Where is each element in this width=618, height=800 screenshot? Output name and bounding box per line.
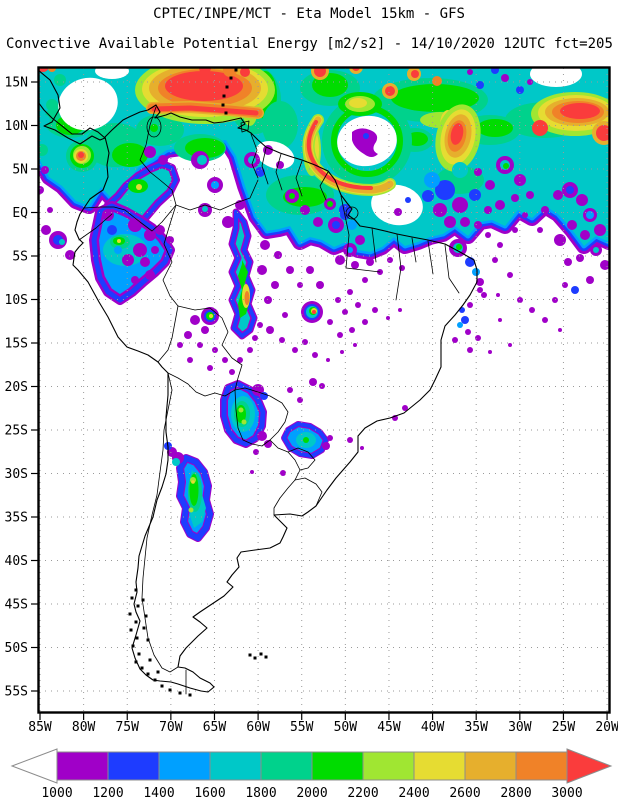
colorbar-labels: 1000 1200 1400 1600 1800 2000 2200 2400 2600 2800…: [41, 786, 582, 800]
paraguay-system: [224, 384, 263, 444]
colorbar-cell-2400-2600: [413, 751, 466, 781]
venezuela-coast-warm-core: [135, 68, 275, 124]
lat-label-35S: 35S: [5, 511, 28, 526]
lon-label-50W: 50W: [334, 720, 358, 735]
islands: [128, 68, 359, 697]
field-white-gaps: [58, 68, 582, 226]
lat-label-40S: 40S: [5, 554, 28, 569]
colorbar-cell-1400-1600: [158, 751, 211, 781]
latitude-axis: 15N 10N 5N EQ 5S 10S 15S 20S 25S 30S 35S 40S 45S 50S 5…: [5, 76, 38, 700]
lon-label-80W: 80W: [72, 720, 96, 735]
colorbar-value-2400: 2400: [398, 786, 429, 800]
lat-label-30S: 30S: [5, 467, 28, 482]
chart-title: CPTEC/INPE/MCT - Eta Model 15km - GFS: [153, 6, 465, 22]
south-america-coastline: [72, 104, 478, 693]
colorbar-cell-2800-3000: [515, 751, 568, 781]
se-brazil-system: [284, 424, 326, 456]
lon-label-25W: 25W: [552, 720, 576, 735]
country-borders: [78, 106, 329, 695]
map-frame: [37, 66, 611, 714]
longitude-axis: 85W 80W 75W 70W 65W 60W 55W 50W 45W 40W 35W 30W 25W 2…: [28, 713, 618, 735]
colorbar-cell-2600-2800: [464, 751, 517, 781]
central-america-coastline: [39, 70, 106, 145]
lat-label-10N: 10N: [5, 119, 28, 134]
colorbar-value-2200: 2200: [347, 786, 378, 800]
lon-label-30W: 30W: [508, 720, 532, 735]
lat-label-5N: 5N: [12, 163, 28, 178]
colorbar-value-1800: 1800: [245, 786, 276, 800]
lat-label-50S: 50S: [5, 641, 28, 656]
peru-west-brazil-cluster: [94, 206, 170, 300]
graticule: [39, 68, 609, 712]
lon-label-70W: 70W: [159, 720, 183, 735]
lon-label-65W: 65W: [203, 720, 227, 735]
colorbar-value-2000: 2000: [296, 786, 327, 800]
lat-label-15S: 15S: [5, 337, 28, 352]
lon-label-75W: 75W: [115, 720, 139, 735]
lat-label-10S: 10S: [5, 293, 28, 308]
lat-label-EQ: EQ: [12, 206, 28, 221]
colorbar-right-arrow: [566, 748, 613, 784]
colorbar-value-1600: 1600: [194, 786, 225, 800]
lat-label-5S: 5S: [12, 250, 28, 265]
colorbar-cell-1000-1200: [56, 751, 109, 781]
central-brazil-chain: [232, 212, 254, 336]
argentina-system: [180, 458, 210, 538]
lat-label-20S: 20S: [5, 380, 28, 395]
lat-label-55S: 55S: [5, 685, 28, 700]
brazil-state-borders: [340, 195, 460, 301]
colorbar-cell-2000-2200: [311, 751, 364, 781]
colombia-cluster: [104, 164, 176, 243]
cape-shaded-field: [39, 68, 609, 538]
colorbar-left-arrow: [10, 748, 58, 784]
atlantic-band-warm-cores: [435, 92, 609, 172]
colorbar-value-1000: 1000: [41, 786, 72, 800]
colorbar-cell-1200-1400: [107, 751, 160, 781]
scattered-cape-spots: [39, 68, 609, 476]
lat-label-25S: 25S: [5, 424, 28, 439]
cyclone-feature: [308, 92, 412, 190]
lat-label-45S: 45S: [5, 598, 28, 613]
lon-label-40W: 40W: [421, 720, 445, 735]
lat-label-15N: 15N: [5, 76, 28, 91]
colorbar-value-1400: 1400: [143, 786, 174, 800]
colorbar-cells: [56, 751, 568, 781]
basemap: [39, 68, 478, 697]
colorbar-cell-2200-2400: [362, 751, 415, 781]
chart-subtitle: Convective Available Potential Energy [m…: [6, 36, 613, 52]
lon-label-20W: 20W: [595, 720, 618, 735]
colorbar: 1000 1200 1400 1600 1800 2000 2200 2400 2600 2800…: [10, 748, 613, 800]
colorbar-value-1200: 1200: [92, 786, 123, 800]
lon-label-35W: 35W: [464, 720, 488, 735]
lon-label-45W: 45W: [377, 720, 401, 735]
lon-label-60W: 60W: [246, 720, 270, 735]
colorbar-cell-1800-2000: [260, 751, 313, 781]
lon-label-55W: 55W: [290, 720, 314, 735]
lon-label-85W: 85W: [28, 720, 52, 735]
colorbar-cell-1600-1800: [209, 751, 262, 781]
colorbar-value-3000: 3000: [551, 786, 582, 800]
top-edge-red-cells: [39, 68, 442, 99]
colorbar-value-2800: 2800: [500, 786, 531, 800]
colorbar-value-2600: 2600: [449, 786, 480, 800]
